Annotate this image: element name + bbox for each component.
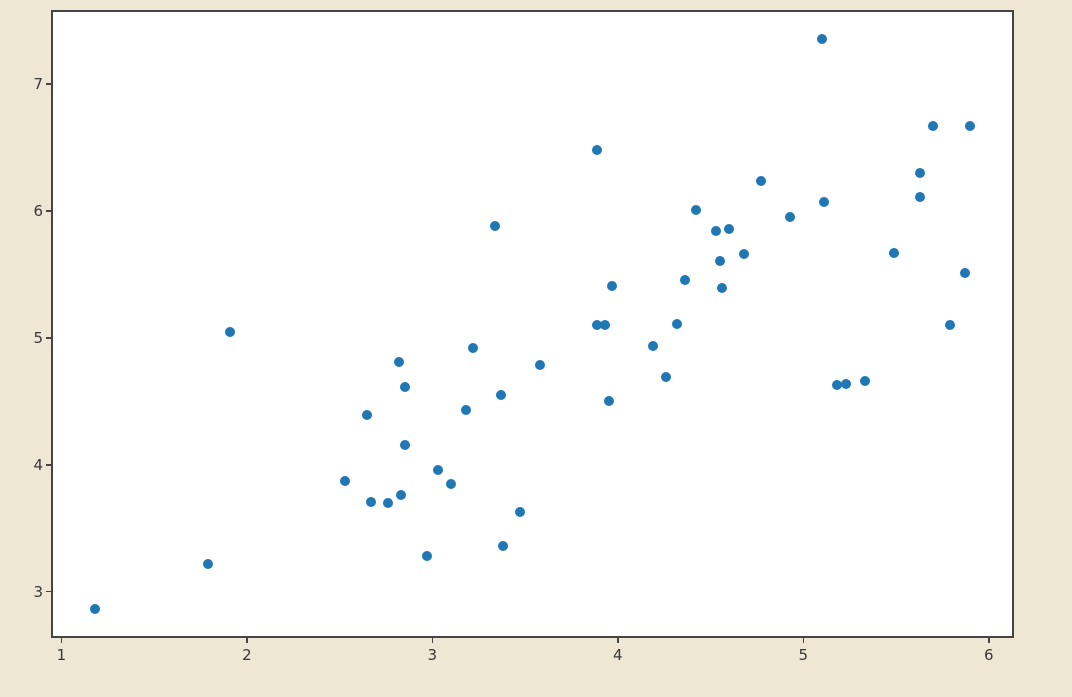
scatter-point [755,175,766,186]
x-tick-label: 3 [427,646,438,664]
x-tick-label: 5 [798,646,809,664]
y-tick-label: 5 [33,328,43,347]
scatter-point [460,405,471,416]
scatter-point [859,376,870,387]
scatter-point [724,223,735,234]
scatter-point [690,204,701,215]
scatter-point [340,476,351,487]
scatter-point [679,274,690,285]
scatter-point [648,340,659,351]
y-tick-mark [46,83,51,85]
scatter-point [672,319,683,329]
y-tick-mark [46,337,51,339]
y-tick-mark [46,210,51,212]
scatter-point [399,439,410,450]
scatter-point [959,268,970,279]
scatter-point [432,464,443,475]
scatter-point [399,382,410,393]
y-tick-label: 7 [33,75,43,94]
scatter-point [514,506,525,517]
scatter-point [716,283,727,294]
scatter-point [603,396,614,407]
y-tick-label: 6 [33,202,43,221]
scatter-point [714,255,725,266]
scatter-point [89,604,100,615]
scatter-point [738,249,749,260]
scatter-point [915,192,926,203]
scatter-point [928,121,939,132]
x-tick-mark [802,638,805,643]
scatter-point [497,541,508,552]
scatter-point [840,378,851,389]
x-tick-mark [60,638,63,643]
x-tick-label: 2 [242,646,252,664]
x-tick-label: 6 [983,646,994,664]
scatter-point [468,343,479,354]
scatter-point [915,168,926,179]
scatter-point [816,33,827,44]
x-tick-mark [617,638,619,643]
scatter-point [711,226,722,237]
x-tick-mark [431,638,434,643]
scatter-point [944,320,955,331]
scatter-point [366,496,377,507]
scatter-point [495,390,506,401]
scatter-point [599,320,610,331]
scatter-point [362,410,373,421]
scatter-point [818,197,829,208]
scatter-point [382,497,393,508]
scatter-point [421,551,432,562]
scatter-point [965,121,976,132]
scatter-point [785,212,796,223]
scatter-point [202,558,213,569]
points-layer [53,12,1012,636]
scatter-point [889,247,900,258]
x-tick-mark [246,638,248,643]
scatter-point [661,372,672,383]
scatter-point [831,379,842,390]
scatter-point [607,280,618,291]
x-tick-label: 1 [56,646,67,664]
scatter-point [534,359,545,370]
plot-area [51,10,1014,638]
scatter-point [490,221,501,232]
y-tick-mark [46,464,51,466]
x-tick-label: 4 [613,646,623,664]
scatter-point [445,478,456,489]
y-tick-label: 4 [33,455,43,474]
scatter-point [592,320,603,331]
scatter-point [225,326,236,337]
scatter-point [393,357,404,368]
scatter-point [395,490,406,501]
scatter-point [592,145,603,156]
x-tick-mark [988,638,990,643]
y-tick-mark [46,590,51,593]
y-tick-label: 3 [33,582,43,601]
